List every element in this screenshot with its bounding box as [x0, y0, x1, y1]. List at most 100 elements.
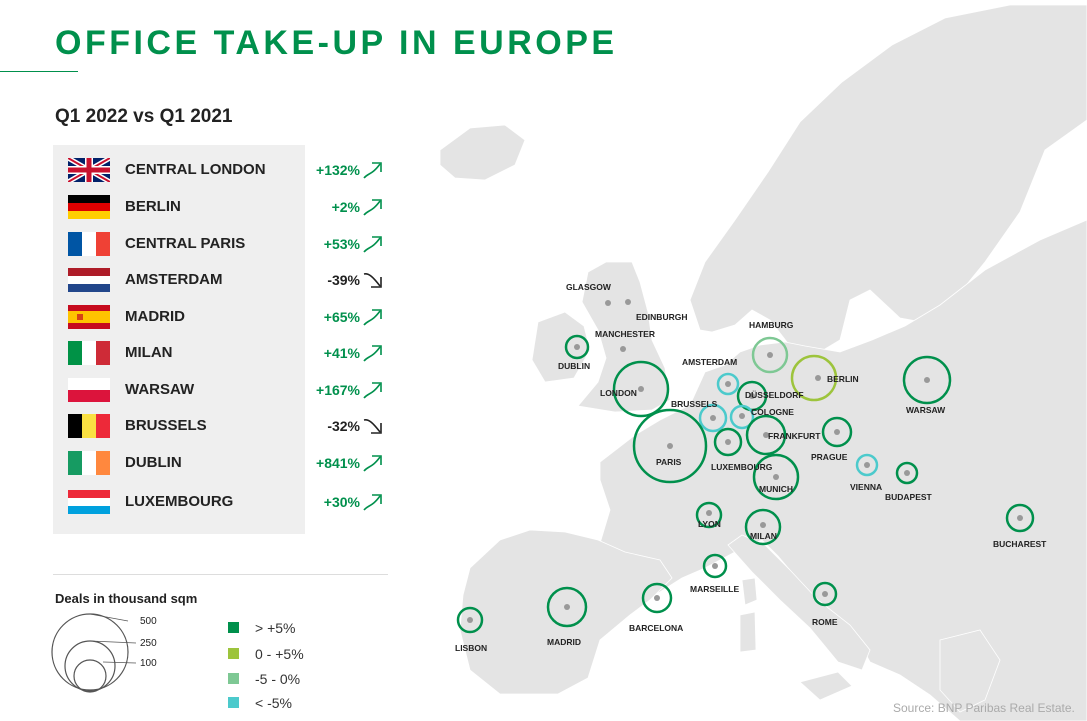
map-label-rome: ROME [812, 617, 838, 627]
bubble-amsterdam [716, 372, 740, 396]
market-row: BERLIN +2% [68, 195, 388, 219]
bubble-warsaw [902, 355, 952, 405]
size-circle-500 [51, 613, 129, 691]
bubble-lyon [695, 501, 723, 529]
flag-icon-es [68, 305, 110, 329]
map-label-london: LONDON [600, 388, 637, 398]
map-label-hamburg: HAMBURG [749, 320, 794, 330]
map-label-frankfurt: FRANKFURT [768, 431, 821, 441]
period-subtitle: Q1 2022 vs Q1 2021 [55, 106, 233, 127]
bubble-prague [821, 416, 853, 448]
flag-icon-lu [68, 490, 110, 514]
market-city: CENTRAL PARIS [125, 235, 246, 252]
city-dot-edinburgh [625, 299, 631, 305]
market-row: DUBLIN +841% [68, 451, 388, 475]
page-title: OFFICE TAKE-UP IN EUROPE [55, 24, 618, 62]
map-label-berlin: BERLIN [827, 374, 859, 384]
size-circle-250 [64, 640, 116, 692]
market-city: AMSTERDAM [125, 271, 223, 288]
map-label-lisbon: LISBON [455, 643, 487, 653]
bubble-brussels [698, 403, 728, 433]
land-masses [439, 4, 1087, 721]
market-city: BRUSSELS [125, 417, 207, 434]
color-legend-label: < -5% [255, 695, 292, 711]
map-label-prague: PRAGUE [811, 452, 848, 462]
market-city: LUXEMBOURG [125, 493, 234, 510]
source-note: Source: BNP Paribas Real Estate. [893, 701, 1075, 715]
market-city: CENTRAL LONDON [125, 161, 266, 178]
size-legend-circles [51, 613, 137, 693]
flag-icon-nl [68, 268, 110, 292]
flag-icon-de [68, 195, 110, 219]
market-row: MADRID +65% [68, 305, 388, 329]
trend-up-arrow-icon [362, 491, 384, 513]
trend-up-arrow-icon [362, 306, 384, 328]
trend-down-arrow-icon [362, 269, 384, 291]
legend-divider [53, 574, 388, 575]
map-label-glasgow: GLASGOW [566, 282, 612, 292]
size-label-500: 500 [140, 616, 157, 627]
flag-icon-pl [68, 378, 110, 402]
city-dot-manchester [620, 346, 626, 352]
flag-icon-ie [68, 451, 110, 475]
market-change: -39% [327, 272, 360, 288]
trend-up-arrow-icon [362, 159, 384, 181]
map-label-vienna: VIENNA [850, 482, 882, 492]
bubble-dublin [564, 334, 590, 360]
market-city: MILAN [125, 344, 173, 361]
map-label-manchester: MANCHESTER [595, 329, 655, 339]
market-row: AMSTERDAM -39% [68, 268, 388, 292]
market-change: +841% [316, 455, 360, 471]
map-label-paris: PARIS [656, 457, 682, 467]
market-change: +53% [323, 236, 360, 252]
market-change: +167% [316, 382, 360, 398]
market-row: CENTRAL PARIS +53% [68, 232, 388, 256]
map-label-amsterdam: AMSTERDAM [682, 357, 737, 367]
flag-icon-fr [68, 232, 110, 256]
market-row: MILAN +41% [68, 341, 388, 365]
trend-up-arrow-icon [362, 233, 384, 255]
market-change: +132% [316, 162, 360, 178]
title-underline [0, 71, 78, 72]
color-swatch [228, 673, 239, 684]
bubble-barcelona [641, 582, 673, 614]
trend-up-arrow-icon [362, 196, 384, 218]
bubble-frankfurt [745, 414, 787, 456]
bubble-rome [812, 581, 838, 607]
flag-icon-it [68, 341, 110, 365]
bubble-luxembourg [713, 427, 743, 457]
size-label-100: 100 [140, 658, 157, 669]
bubble-london [612, 360, 670, 418]
market-city: DUBLIN [125, 454, 182, 471]
bubble-vienna [855, 453, 879, 477]
bubble-budapest [895, 461, 919, 485]
map-label-marseille: MARSEILLE [690, 584, 739, 594]
bubble-lisbon [456, 606, 484, 634]
map-label-lyon: LYON [698, 519, 721, 529]
color-swatch [228, 697, 239, 708]
city-dot-glasgow [605, 300, 611, 306]
map-label-munich: MUNICH [759, 484, 793, 494]
map-label-luxembourg: LUXEMBOURG [711, 462, 773, 472]
size-label-250: 250 [140, 638, 157, 649]
map-label-bucharest: BUCHAREST [993, 539, 1047, 549]
bubble-munich [752, 453, 800, 501]
bubble-berlin [790, 354, 838, 402]
color-legend-label: 0 - +5% [255, 646, 304, 662]
trend-down-arrow-icon [362, 415, 384, 437]
map-label-milan: MILAN [750, 531, 777, 541]
size-circle-100 [73, 659, 107, 693]
bubble-hamburg [751, 336, 789, 374]
bubble-milan [744, 508, 782, 546]
market-change: -32% [327, 418, 360, 434]
map-label-warsaw: WARSAW [906, 405, 946, 415]
trend-up-arrow-icon [362, 379, 384, 401]
market-change: +41% [323, 345, 360, 361]
map-label-dusseldorf: DÜSSELDORF [745, 390, 804, 400]
size-legend-title: Deals in thousand sqm [55, 591, 198, 606]
map-label-cologne: COLOGNE [751, 407, 794, 417]
market-row: WARSAW +167% [68, 378, 388, 402]
map-label-barcelona: BARCELONA [629, 623, 683, 633]
bubble-paris [632, 408, 708, 484]
market-row: LUXEMBOURG +30% [68, 490, 388, 514]
